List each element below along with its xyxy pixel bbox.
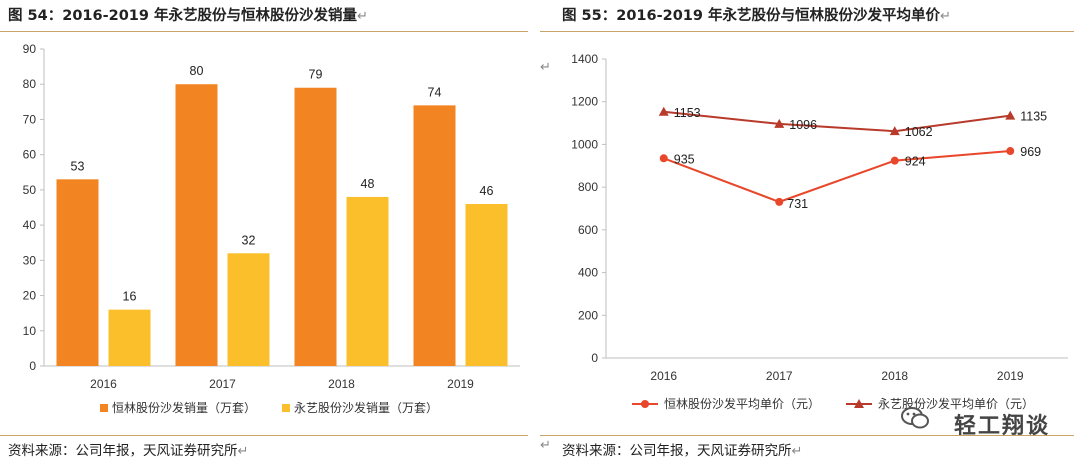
point-marker	[1006, 147, 1015, 156]
bar-henglin	[413, 105, 456, 366]
left-title-return-mark: ↵	[357, 9, 368, 24]
data-label: 731	[787, 197, 808, 211]
y-tick-label: 200	[578, 308, 598, 322]
data-label: 80	[190, 64, 204, 78]
point-marker	[1005, 110, 1016, 120]
legend-label: 永艺股份沙发销量（万套）	[294, 400, 438, 415]
data-label: 1153	[674, 106, 701, 120]
y-tick-label: 40	[23, 218, 37, 232]
x-tick-label: 2016	[650, 369, 677, 383]
y-tick-label: 50	[23, 183, 37, 197]
left-chart-title: 图 54：2016-2019 年永艺股份与恒林股份沙发销量↵	[8, 4, 368, 25]
x-tick-label: 2019	[447, 377, 474, 391]
data-label: 32	[242, 233, 256, 247]
y-tick-label: 60	[23, 148, 37, 162]
data-label: 935	[674, 152, 695, 166]
left-source-text: 资料来源：公司年报，天风证券研究所	[8, 443, 238, 459]
data-label: 46	[480, 184, 494, 198]
stray-return-mark-top: ↵	[540, 60, 551, 75]
data-label: 1135	[1020, 110, 1047, 124]
y-tick-label: 20	[23, 289, 37, 303]
point-marker	[774, 118, 785, 128]
y-tick-label: 400	[578, 266, 598, 280]
bar-chart: 0 10 20 30 40 50 60 70 80 90 2016 53 16 2017 80 32 2018 7…	[23, 42, 520, 415]
data-label: 924	[905, 155, 926, 169]
bar-yongyi	[346, 196, 389, 366]
y-tick-label: 90	[23, 42, 37, 56]
legend-label: 恒林股份沙发平均单价（元）	[664, 396, 820, 411]
right-source-text: 资料来源：公司年报，天风证券研究所	[562, 443, 792, 459]
data-label: 79	[309, 68, 323, 82]
left-source-rule	[0, 435, 528, 436]
y-tick-label: 800	[578, 180, 598, 194]
series-line-yongyi	[663, 110, 1011, 133]
bar-henglin	[56, 179, 99, 366]
right-title-text: 图 55：2016-2019 年永艺股份与恒林股份沙发平均单价	[562, 8, 941, 24]
right-source-return-mark: ↵	[791, 444, 803, 459]
x-tick-label: 2018	[881, 369, 908, 383]
left-source-return-mark: ↵	[237, 444, 249, 459]
data-label: 16	[123, 290, 137, 304]
y-tick-label: 1400	[571, 52, 598, 66]
left-panel: 图 54：2016-2019 年永艺股份与恒林股份沙发销量↵ 0 10 20 30 40…	[0, 0, 535, 470]
right-source: 资料来源：公司年报，天风证券研究所↵	[562, 439, 802, 459]
bar-yongyi	[108, 309, 151, 366]
x-tick-label: 2016	[90, 377, 117, 391]
x-tick-label: 2019	[997, 369, 1024, 383]
legend-marker	[854, 399, 864, 408]
x-tick-label: 2017	[766, 369, 793, 383]
left-source: 资料来源：公司年报，天风证券研究所↵	[8, 439, 248, 459]
bar-henglin	[175, 84, 218, 366]
y-tick-label: 0	[29, 359, 36, 373]
data-label: 74	[428, 85, 442, 99]
left-title-rule	[0, 31, 528, 32]
y-tick-label: 1200	[571, 95, 598, 109]
y-tick-label: 1000	[571, 137, 598, 151]
bar-yongyi	[465, 203, 508, 366]
data-label: 969	[1020, 145, 1041, 159]
point-marker	[890, 156, 899, 165]
wechat-icon	[901, 407, 929, 429]
y-tick-label: 0	[591, 351, 598, 365]
stray-return-mark-bottom: ↵	[540, 438, 551, 453]
right-panel: ↵ 图 55：2016-2019 年永艺股份与恒林股份沙发平均单价↵ 0 200 4…	[540, 0, 1080, 470]
data-label: 1062	[905, 125, 933, 139]
y-tick-label: 10	[23, 324, 37, 338]
legend-label: 恒林股份沙发销量（万套）	[112, 400, 256, 415]
point-marker	[658, 106, 669, 116]
right-title-return-mark: ↵	[940, 9, 951, 24]
legend-swatch	[100, 404, 108, 412]
y-tick-label: 70	[23, 112, 37, 126]
point-marker	[889, 126, 900, 136]
data-label: 48	[361, 177, 375, 191]
bar-henglin	[294, 87, 337, 366]
watermark: 轻工翔谈	[953, 414, 1050, 439]
point-marker	[775, 197, 784, 206]
right-source-rule	[540, 435, 1074, 436]
point-marker	[659, 154, 668, 163]
data-label: 1096	[789, 118, 817, 132]
data-label: 53	[71, 159, 85, 173]
right-chart-title: 图 55：2016-2019 年永艺股份与恒林股份沙发平均单价↵	[562, 4, 951, 25]
bar-yongyi	[227, 253, 270, 366]
y-tick-label: 80	[23, 77, 37, 91]
legend-swatch	[282, 404, 290, 412]
line-chart: 0 200 400 600 800 1000 1200 1400 2016 2017 2018 201…	[571, 52, 1068, 411]
left-title-text: 图 54：2016-2019 年永艺股份与恒林股份沙发销量	[8, 8, 358, 24]
legend-marker	[641, 400, 649, 408]
y-tick-label: 600	[578, 223, 598, 237]
right-title-rule	[540, 31, 1074, 32]
x-tick-label: 2017	[209, 377, 236, 391]
series-line-henglin	[663, 150, 1011, 203]
x-tick-label: 2018	[328, 377, 355, 391]
legend-label: 永艺股份沙发平均单价（元）	[878, 396, 1034, 411]
y-tick-label: 30	[23, 253, 37, 267]
